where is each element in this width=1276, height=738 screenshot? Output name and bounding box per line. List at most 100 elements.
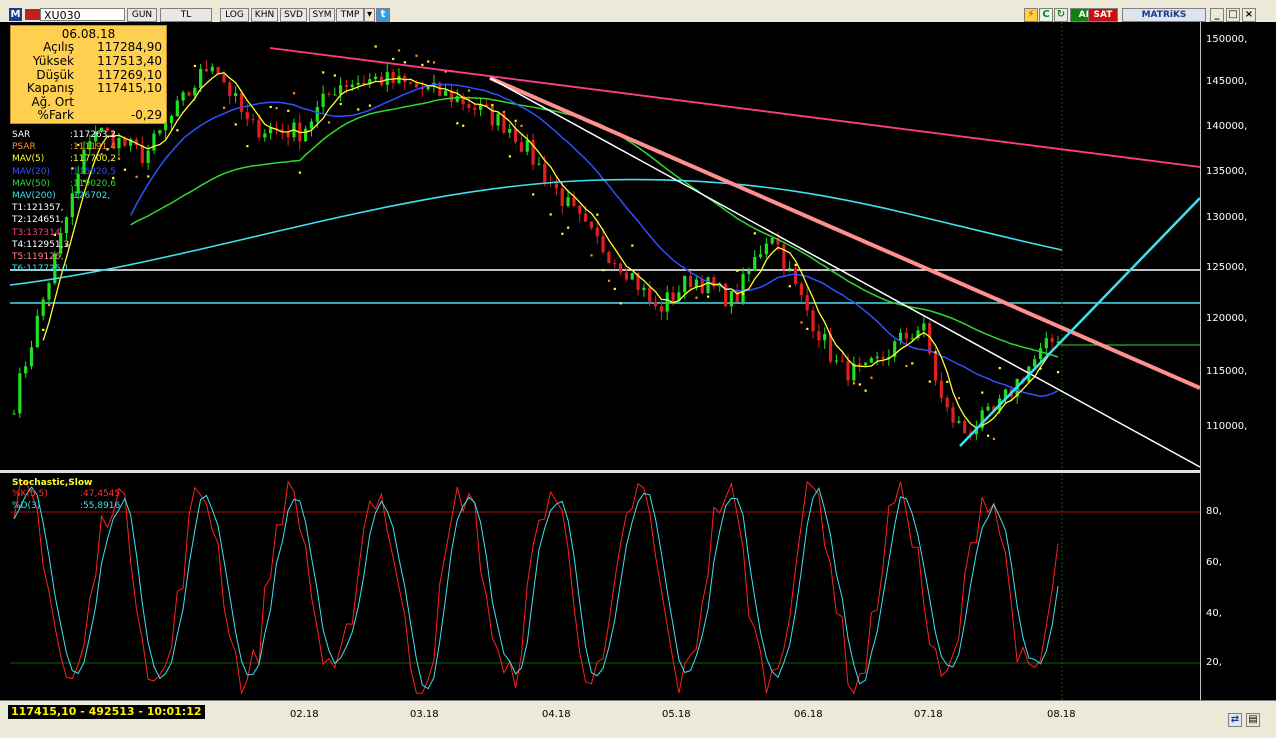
candle-body bbox=[706, 277, 710, 294]
tmp-button[interactable]: TMP bbox=[336, 8, 364, 22]
candle-body bbox=[414, 83, 419, 88]
candle-body bbox=[811, 310, 815, 332]
khn-button[interactable]: KHN bbox=[251, 8, 278, 22]
candle-body bbox=[350, 84, 354, 88]
candle-body bbox=[321, 93, 325, 107]
log-button[interactable]: LOG bbox=[220, 8, 249, 22]
price-tick-label: 130000, bbox=[1206, 212, 1248, 223]
symbol-input[interactable]: XU030 bbox=[40, 8, 125, 22]
sar-dot bbox=[269, 105, 272, 109]
price-tick-label: 135000, bbox=[1206, 166, 1248, 177]
candle-body bbox=[980, 410, 984, 429]
candle-body bbox=[105, 127, 109, 132]
candle-body bbox=[613, 263, 617, 265]
candle-body bbox=[893, 341, 897, 357]
sar-dot bbox=[998, 366, 1001, 370]
candle-body bbox=[642, 287, 646, 290]
candle-body bbox=[782, 244, 786, 270]
chart-canvas[interactable] bbox=[0, 22, 1276, 700]
candle-body bbox=[817, 331, 821, 341]
refresh-icon[interactable]: ↻ bbox=[1054, 8, 1068, 22]
flash-icon[interactable]: ⚡ bbox=[1024, 8, 1038, 22]
candle-body bbox=[1050, 338, 1054, 342]
panel-separator[interactable] bbox=[0, 470, 1276, 473]
twitter-icon[interactable]: t bbox=[376, 8, 390, 22]
sar-dot bbox=[957, 396, 961, 400]
candle-body bbox=[140, 145, 144, 163]
candle-body bbox=[339, 85, 343, 95]
price-tick-label: 140000, bbox=[1206, 121, 1248, 132]
candle-body bbox=[519, 142, 524, 152]
price-tick-label: 120000, bbox=[1206, 313, 1248, 324]
candle-body bbox=[770, 238, 774, 244]
indicator-label: MAV(50) bbox=[12, 178, 50, 189]
candle-body bbox=[274, 127, 279, 130]
close-icon[interactable]: × bbox=[1242, 8, 1256, 22]
maximize-icon[interactable]: □ bbox=[1226, 8, 1240, 22]
candle-body bbox=[589, 221, 594, 228]
price-chart-area[interactable] bbox=[0, 22, 1276, 700]
candle-body bbox=[228, 82, 232, 97]
mail-icon[interactable] bbox=[25, 9, 40, 20]
indicator-label: MAV(5) bbox=[12, 154, 45, 165]
sar-dot bbox=[736, 269, 739, 272]
gun-button[interactable]: GUN bbox=[127, 8, 157, 22]
candle-body bbox=[210, 66, 214, 72]
candle-body bbox=[753, 256, 757, 271]
indicator-row: T5:119126, bbox=[12, 252, 63, 262]
sar-dot bbox=[596, 213, 599, 216]
sar-dot bbox=[234, 123, 237, 126]
sell-button[interactable]: SAT bbox=[1088, 8, 1118, 22]
matriks-logo-icon[interactable]: M bbox=[9, 8, 22, 21]
candle-body bbox=[374, 76, 378, 80]
candle-body bbox=[525, 140, 529, 152]
candle-body bbox=[718, 283, 722, 287]
price-tick-label: 115000, bbox=[1206, 366, 1248, 377]
sar-dot bbox=[421, 63, 424, 67]
candle-body bbox=[834, 360, 838, 362]
candle-body bbox=[496, 113, 500, 126]
x-label-jun: 06.18 bbox=[794, 709, 823, 720]
candle-body bbox=[286, 131, 290, 138]
change-label: %Fark bbox=[37, 108, 74, 122]
sar-dot bbox=[870, 376, 873, 379]
minimize-icon[interactable]: _ bbox=[1210, 8, 1224, 22]
candle-body bbox=[269, 127, 273, 134]
candle-body bbox=[356, 82, 360, 85]
sar-dot bbox=[742, 292, 745, 295]
candle-body bbox=[513, 128, 518, 143]
bottom-bar: 117415,10 - 492513 - 10:01:12 02.18 03.1… bbox=[0, 700, 1276, 738]
candle-body bbox=[251, 119, 255, 121]
tl-button[interactable]: TL bbox=[160, 8, 212, 22]
svd-button[interactable]: SVD bbox=[280, 8, 307, 22]
sym-button[interactable]: SYM bbox=[309, 8, 335, 22]
candle-body bbox=[29, 347, 34, 367]
candle-body bbox=[630, 273, 634, 280]
low-label: Düşük bbox=[36, 68, 74, 82]
candle-body bbox=[601, 236, 605, 253]
sar-dot bbox=[619, 302, 622, 305]
indicator-label: T2:124651, bbox=[12, 215, 64, 226]
trendline-t5 bbox=[489, 76, 1201, 390]
candle-body bbox=[986, 406, 990, 411]
indicator-value: :119020,6 bbox=[70, 178, 116, 189]
candle-body bbox=[24, 366, 28, 374]
high-label: Yüksek bbox=[32, 54, 74, 68]
settings-icon[interactable]: ▤ bbox=[1246, 713, 1260, 727]
low-value: 117269,10 bbox=[97, 68, 162, 82]
candle-body bbox=[858, 363, 862, 366]
candle-body bbox=[304, 128, 308, 142]
candle-body bbox=[362, 82, 366, 85]
candle-body bbox=[618, 263, 623, 273]
candle-body bbox=[82, 149, 86, 174]
candle-body bbox=[257, 119, 261, 138]
candle-body bbox=[863, 362, 868, 366]
dropdown-arrow-icon[interactable]: ▾ bbox=[364, 8, 375, 22]
x-label-aug: 08.18 bbox=[1047, 709, 1076, 720]
chart-type-icon[interactable]: C bbox=[1039, 8, 1053, 22]
sar-dot bbox=[257, 114, 261, 118]
sar-dot bbox=[707, 295, 710, 298]
sar-dot bbox=[135, 175, 138, 178]
sync-icon[interactable]: ⇄ bbox=[1228, 713, 1242, 727]
candle-body bbox=[204, 68, 209, 72]
